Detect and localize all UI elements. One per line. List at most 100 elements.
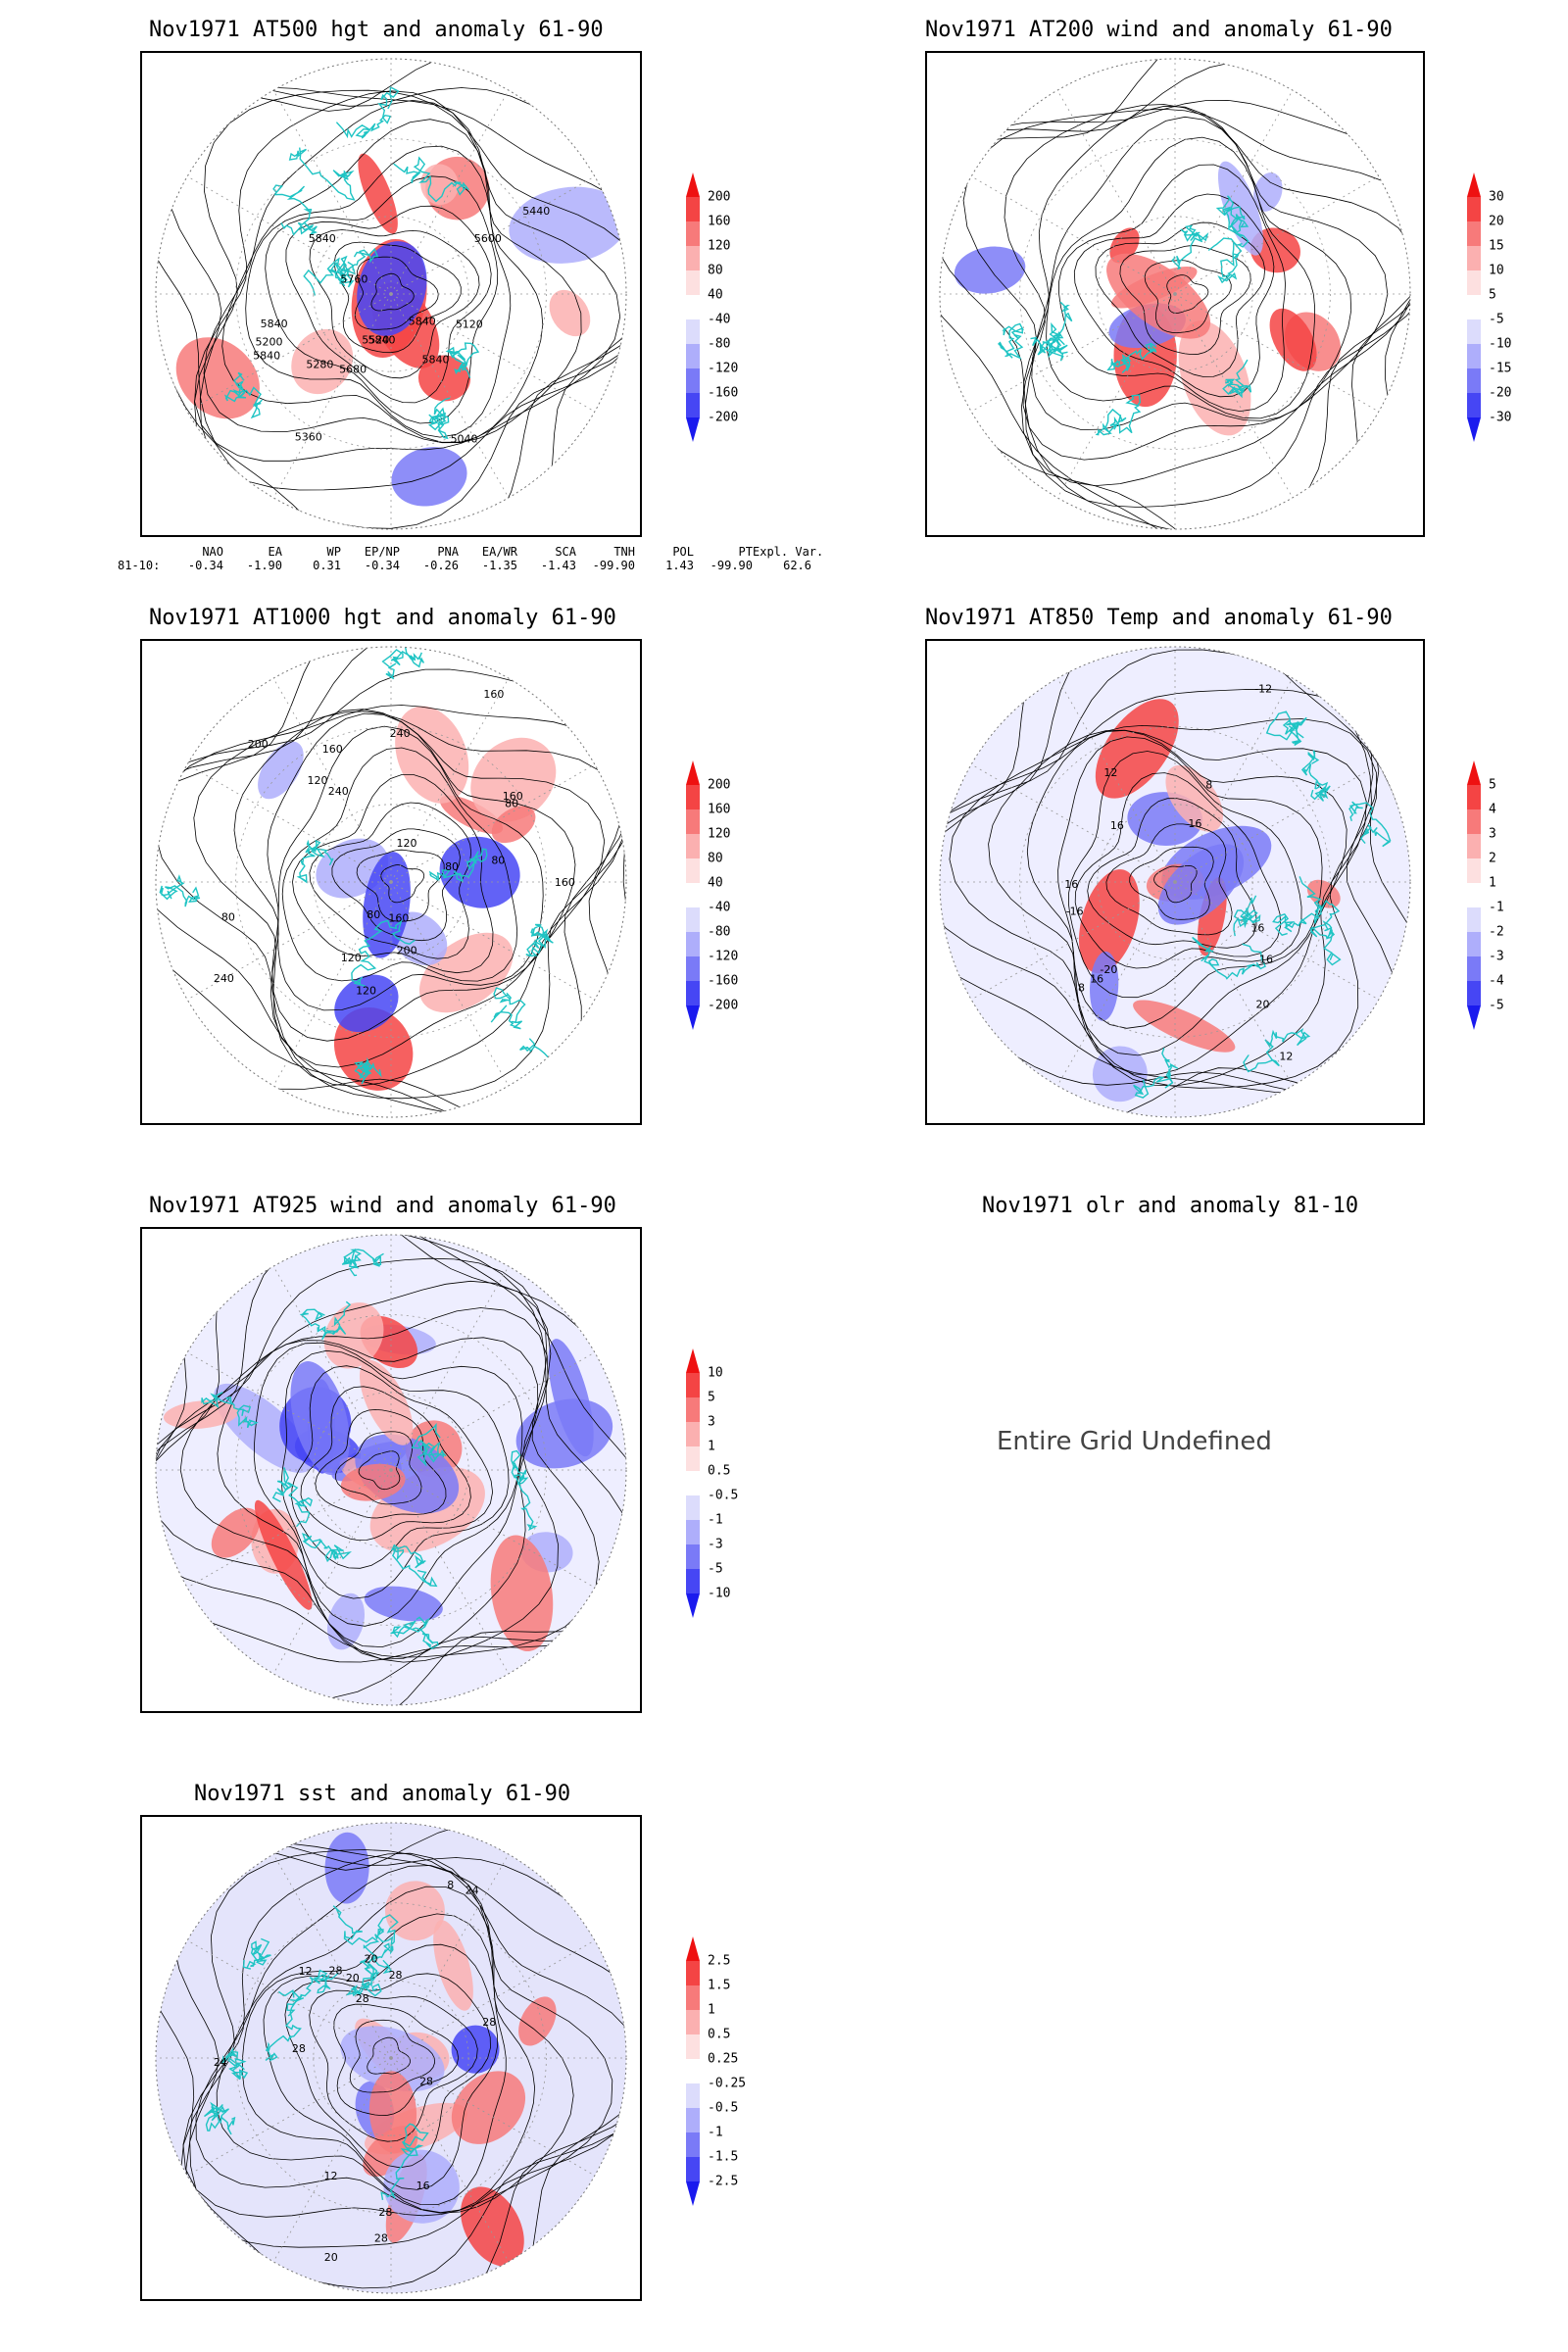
index-value: 62.6 [783,559,811,572]
colorbar-label: 160 [708,802,731,817]
colorbar-segment [1467,809,1481,834]
teleconnection-index-table: NAO EA WP EP/NP PNA EA/WR SCA TNH POL PTExpl. Var… [118,545,823,572]
colorbar-segment [686,2010,700,2034]
coastline [381,647,425,680]
colorbar-segment [686,2083,700,2108]
contour-line [1031,116,1352,430]
index-header: SCA [555,545,576,559]
contour-label: 5440 [522,205,550,218]
coastline [299,1300,352,1341]
colorbar-label: 1.5 [708,1978,731,1993]
meridian-line [1174,881,1294,1087]
contour-line [315,1408,447,1519]
coastline [201,1392,259,1429]
index-value: -1.43 [540,559,576,572]
colorbar-label: 0.5 [708,1463,731,1479]
colorbar-scale [686,1348,700,1618]
anomaly-region [359,1359,414,1446]
coastline [1207,232,1250,284]
colorbar-label: 20 [1489,214,1504,229]
colorbar-segment [1467,172,1481,197]
meridian-line [1056,89,1176,295]
colorbar-label: -40 [708,900,731,915]
contour-line [156,1838,626,2293]
colorbar-label: 80 [708,851,723,866]
contour-label: 16 [1259,953,1273,965]
colorbar-label: 15 [1489,238,1504,254]
colorbar-label: 3 [1489,826,1496,842]
index-value: -0.34 [187,559,223,572]
contour-label: 16 [1064,878,1078,891]
colorbar-label: -80 [708,924,731,940]
meridian-line [390,2057,596,2177]
contour-label: 12 [299,1965,313,1978]
colorbar-label: -5 [708,1561,723,1577]
coastline [223,371,263,419]
coastline [1215,195,1250,234]
anomaly-region [258,741,304,800]
colorbar-segment [686,197,700,221]
coastline [1106,342,1157,374]
contour-label: 28 [374,2232,388,2245]
contour-line [163,86,626,529]
contour-line [309,802,472,959]
colorbar-label: -0.5 [708,1488,739,1503]
anomaly-region [1133,1000,1236,1053]
coastline [296,839,334,884]
map-925wind [140,1227,642,1713]
colorbar-segment [686,172,700,197]
map-body [940,59,1410,529]
index-headers: NAO EA WP EP/NP PNA EA/WR SCA TNH POL PTExpl. Var… [118,545,823,559]
colorbar-segment [686,883,700,907]
contour-line [1058,164,1286,413]
contour-line [940,688,1380,1089]
colorbar-segment [686,2108,700,2132]
colorbar-label: 80 [708,263,723,278]
contour-line [156,1235,626,1699]
anomaly-region [211,1507,261,1558]
contour-label: 5360 [295,430,322,443]
meridian-line [1174,175,1380,295]
contour-label: 5120 [456,318,483,331]
colorbar-label: -3 [708,1537,723,1552]
contour-label: 20 [324,2251,338,2264]
colorbar-segment [686,2132,700,2157]
contour-label: 8 [447,1879,454,1891]
index-header: PNA [437,545,459,559]
index-header: EA [268,545,282,559]
coastline [393,156,469,203]
contour-line [1095,221,1266,377]
colorbar-label: 120 [708,238,731,254]
anomaly-region [290,1361,350,1476]
colorbar-label: -1 [708,1512,723,1528]
contour-label: 28 [482,2016,496,2029]
map-boundary [939,646,1411,1118]
contour-label: 80 [221,910,235,923]
latitude-circle [1019,138,1331,450]
anomaly-region [383,2149,460,2224]
index-values: 81-10: -0.34 -1.90 0.31 -0.34 -0.26 -1.35 -1.43… [118,559,811,572]
meridian-line [272,89,392,295]
colorbar-label: 2 [1489,851,1496,866]
contour-line [1119,245,1251,356]
contour-label: 20 [1256,998,1270,1010]
meridian-line [1174,89,1294,295]
map-200wind [925,51,1425,537]
colorbar-label: -120 [708,949,739,964]
colorbar-segment [1467,417,1481,442]
colorbar-label: 120 [708,826,731,842]
colorbar-label: -10 [708,1586,731,1601]
coastline [272,184,318,236]
contour-line [156,85,626,529]
colorbar-label: -120 [708,361,739,376]
coastline [328,248,379,288]
map-body [156,1235,626,1705]
meridian-line [272,1853,392,2059]
colorbar-scale [1467,760,1481,1030]
colorbar-label: 5 [708,1390,715,1405]
index-header: TNH [613,545,635,559]
anomaly-region [395,706,469,804]
coastline [351,919,416,987]
contour-label: 160 [503,790,523,803]
colorbar-label: -15 [1489,361,1512,376]
